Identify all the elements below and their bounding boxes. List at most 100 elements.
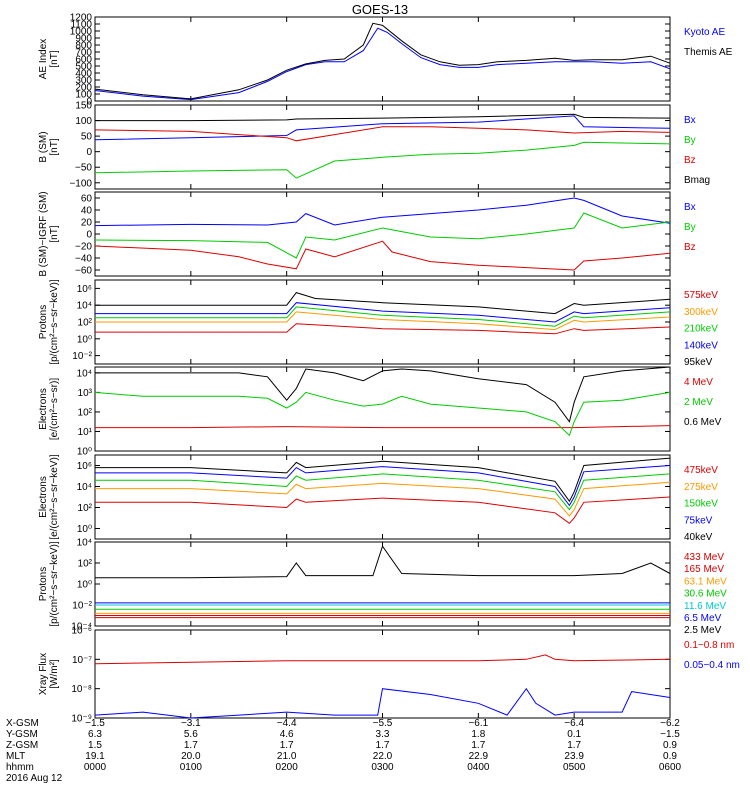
ephemeris-value: 0000 [84, 762, 107, 773]
y-tick-label: 10⁶ [77, 284, 92, 295]
y-tick-label: 10² [78, 407, 93, 418]
y-tick-label: 1100 [70, 20, 92, 31]
series-line [95, 302, 671, 323]
series-line [94, 391, 671, 437]
y-tick-label: 50 [81, 132, 93, 143]
ephemeris-value: 19.1 [85, 751, 105, 762]
series-line [95, 425, 671, 429]
y-axis-label: [p/(cm²−s−sr−keV)] [49, 541, 60, 627]
legend-entry: 165 MeV [684, 564, 724, 575]
series-line [95, 306, 671, 327]
ephemeris-value: 3.3 [376, 729, 390, 740]
y-tick-label: 10² [78, 559, 93, 570]
y-tick-label: 100 [75, 90, 92, 101]
ephemeris-value: 1.7 [184, 740, 198, 751]
y-tick-label: 900 [75, 34, 92, 45]
series-line [95, 496, 671, 524]
panel-protons_low: 10⁻² 10⁰ 10² 10⁴ 10⁶ Protons [p/(cm²−s−sr−keV)… [38, 279, 718, 368]
y-tick-label: 10⁻⁷ [72, 655, 92, 666]
series-line [95, 323, 671, 335]
panel-electrons_mid: 10⁰ 10² 10⁴ 10⁶ Electrons [e/(cm²−s−sr−keV)] 4… [38, 454, 718, 543]
y-tick-label: 150 [75, 101, 92, 112]
series-line [94, 654, 671, 665]
ephemeris-value: 4.6 [280, 729, 294, 740]
series-line [94, 240, 671, 271]
panel-ae: 0100200300400500600700800900100011001200… [38, 13, 733, 108]
y-tick-label: 40 [81, 206, 93, 217]
y-tick-label: −40 [75, 254, 92, 265]
y-tick-label: 300 [75, 76, 92, 87]
ephemeris-value: 21.0 [277, 751, 297, 762]
series-line [94, 115, 671, 141]
y-axis-label: Electrons [38, 388, 49, 430]
y-axis-label: Protons [38, 567, 49, 601]
y-tick-label: 60 [81, 194, 93, 205]
y-tick-label: 10⁴ [77, 301, 92, 312]
y-axis-label: [nT] [49, 50, 60, 67]
y-tick-label: 1000 [70, 27, 93, 38]
y-tick-label: 10⁴ [77, 538, 92, 549]
legend-entry: 95keV [684, 357, 713, 368]
y-tick-label: 1200 [70, 13, 93, 24]
series-line [95, 311, 671, 331]
ephemeris-value: 1.7 [376, 740, 390, 751]
y-tick-label: 0 [86, 97, 92, 108]
y-axis-label: [nT] [49, 138, 60, 155]
y-tick-label: 200 [75, 83, 92, 94]
y-tick-label: 10⁰ [77, 447, 92, 458]
legend-entry: 75keV [684, 515, 713, 526]
ephemeris-value: −6.1 [468, 718, 488, 729]
y-tick-label: −60 [75, 266, 92, 277]
ephemeris-value: 1.7 [567, 740, 581, 751]
y-tick-label: 10⁻⁸ [71, 684, 92, 695]
y-tick-label: 10² [78, 503, 93, 514]
y-tick-label: 10⁻² [72, 601, 92, 612]
y-tick-label: 0 [86, 147, 92, 158]
legend-entry: Bz [684, 242, 696, 253]
legend-entry: By [684, 135, 696, 146]
ephemeris-value: 0.9 [663, 751, 677, 762]
legend-entry: By [684, 222, 696, 233]
series-line [94, 197, 671, 227]
panel-protons_high: 10⁻⁴ 10⁻² 10⁰ 10² 10⁴ Protons [p/(cm²−s−sr−keV… [38, 538, 727, 637]
legend-entry: 210keV [684, 324, 718, 335]
y-axis-label: [p/(cm²−s−sr−keV)] [49, 279, 60, 365]
legend-entry: 275keV [684, 482, 718, 493]
ephemeris-value: 1.7 [471, 740, 485, 751]
ephemeris-value: 0.1 [567, 729, 581, 740]
y-tick-label: 100 [75, 116, 92, 127]
ephemeris-row-label: X-GSM [6, 718, 39, 729]
ephemeris-value: −6.4 [564, 718, 584, 729]
y-tick-label: 500 [75, 62, 92, 73]
panel-frame [94, 366, 671, 452]
y-tick-label: 10⁻⁶ [71, 626, 92, 637]
series-line [95, 292, 671, 315]
legend-entry: Bx [684, 202, 696, 213]
y-tick-label: 10⁻² [72, 351, 92, 362]
series-line [94, 687, 671, 719]
ephemeris-value: 0.9 [663, 740, 677, 751]
y-tick-label: 800 [75, 41, 92, 52]
y-tick-label: −20 [75, 242, 92, 253]
ephemeris-value: 0300 [371, 762, 394, 773]
series-line [95, 545, 671, 579]
ephemeris-value: 1.7 [280, 740, 294, 751]
ephemeris-value: 22.0 [373, 751, 393, 762]
ephemeris-value: 20.0 [181, 751, 201, 762]
chart-title: GOES-13 [352, 2, 408, 17]
panel-frame [94, 191, 671, 277]
y-axis-label: B (SM) [38, 131, 49, 162]
ephemeris-value: −3.1 [181, 718, 201, 729]
legend-entry: Themis AE [684, 47, 733, 58]
y-tick-label: 10⁰ [77, 524, 92, 535]
ephemeris-row-label: hhmm [6, 762, 34, 773]
legend-entry: 575keV [684, 290, 718, 301]
legend-entry: Bmag [684, 175, 710, 186]
series-line [95, 366, 671, 423]
ephemeris-value: 22.9 [469, 751, 489, 762]
legend-entry: 30.6 MeV [684, 589, 727, 600]
ephemeris-value: 1.8 [471, 729, 485, 740]
legend-entry: Kyoto AE [684, 27, 725, 38]
ephemeris-value: −5.5 [373, 718, 393, 729]
